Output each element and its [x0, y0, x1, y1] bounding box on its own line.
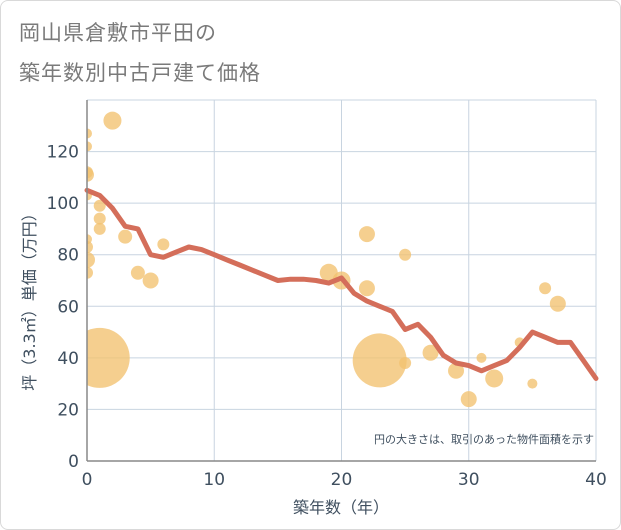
- bubble-point: [130, 265, 145, 280]
- trend-line: [84, 187, 599, 381]
- y-tick-label: 0: [68, 452, 79, 472]
- x-tick-label: 20: [331, 470, 353, 490]
- bubble-point: [87, 327, 130, 388]
- x-axis-label: 築年数（年）: [293, 498, 389, 517]
- y-tick-label: 40: [57, 349, 79, 369]
- bubbles: [87, 111, 566, 408]
- bubble-point: [87, 167, 94, 182]
- bubble-point: [399, 248, 412, 261]
- x-tick-label: 40: [585, 470, 607, 490]
- bubble-point: [358, 280, 375, 297]
- bubble-point: [93, 212, 106, 225]
- bubble-point: [87, 266, 93, 279]
- bubble-point: [448, 362, 465, 379]
- y-axis-label: 坪（3.3㎡）単価（万円）: [20, 205, 39, 390]
- x-tick-label: 10: [203, 470, 225, 490]
- tick-labels: 0 10 20 30 40 0 20 40 60 80 100 120: [47, 143, 607, 490]
- y-tick-label: 120: [47, 143, 79, 163]
- chart-title-line2: 築年数別中古戸建て価格: [19, 61, 261, 85]
- bubble-point: [87, 128, 92, 139]
- bubble-point: [422, 344, 439, 361]
- bubble-point: [352, 333, 407, 388]
- chart-title-line1: 岡山県倉敷市平田の: [19, 21, 217, 45]
- axes: [86, 100, 596, 462]
- bubble-point: [358, 226, 375, 243]
- x-tick-label: 0: [82, 470, 93, 490]
- bubble-point: [93, 199, 106, 212]
- bubble-point: [118, 229, 133, 244]
- bubble-point: [399, 357, 412, 370]
- bubble-point: [87, 240, 93, 253]
- y-tick-label: 100: [47, 194, 79, 214]
- bubble-point: [87, 141, 92, 152]
- bubble-point: [527, 378, 538, 389]
- bubble-point: [142, 272, 159, 289]
- bubble-point: [103, 111, 122, 130]
- bubble-point: [93, 222, 106, 235]
- x-tick-label: 30: [458, 470, 480, 490]
- size-note: 円の大きさは、取引のあった物件面積を示す: [374, 432, 594, 446]
- y-tick-label: 80: [57, 246, 79, 266]
- trend-line-group: [84, 187, 599, 381]
- bubble-point: [539, 282, 552, 295]
- y-tick-label: 60: [57, 297, 79, 317]
- bubble-point: [460, 391, 477, 408]
- bubble-point: [476, 352, 487, 363]
- bubble-point: [87, 251, 95, 268]
- bubble-point: [157, 238, 170, 251]
- bubble-point: [485, 369, 504, 388]
- bubble-point: [549, 295, 566, 312]
- y-tick-label: 20: [57, 400, 79, 420]
